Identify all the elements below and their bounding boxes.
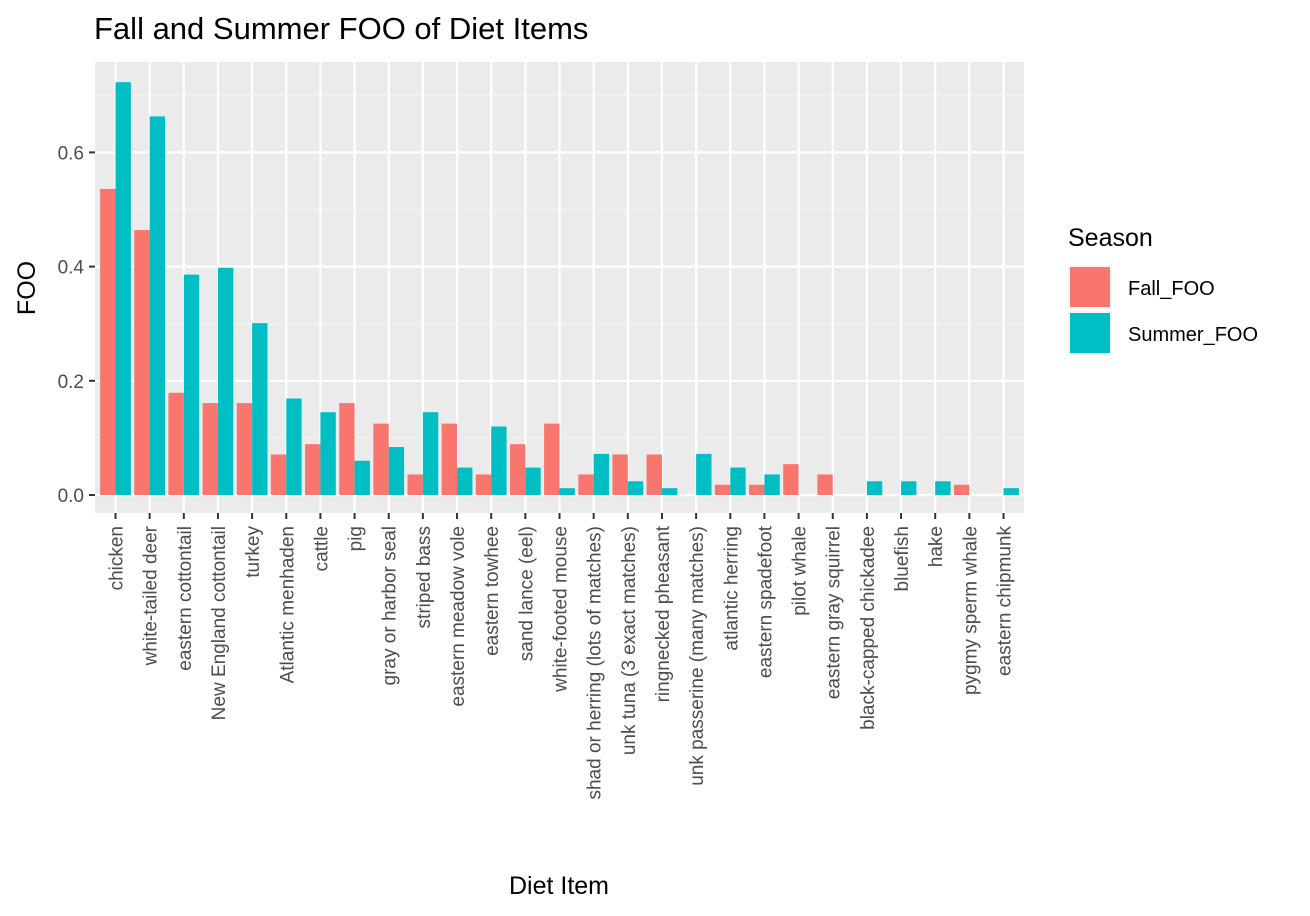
bar-fall-foo: New England cottontail — Fall_FOO: 0.161 [202, 403, 218, 495]
bar-summer-foo: eastern chipmunk — Summer_FOO: 0.012 [1003, 488, 1019, 495]
bar-summer-foo: bluefish — Summer_FOO: 0.024 [901, 481, 917, 495]
bars: chicken — Fall_FOO: 0.536chicken — Summe… [100, 82, 1019, 496]
bar-fall-foo: turkey — Fall_FOO: 0.161 [236, 403, 253, 495]
bar-fall-foo: pig — Fall_FOO: 0.161 [339, 403, 355, 495]
x-tick-label: New England cottontail [209, 526, 230, 720]
x-tick-label: bluefish [892, 526, 913, 592]
x-axis-title: Diet Item [509, 872, 609, 900]
x-tick-label: white-footed mouse [551, 526, 572, 693]
y-tick-label: 0.4 [58, 258, 85, 279]
bar-fall-foo: sand lance (eel) — Fall_FOO: 0.089 [509, 444, 526, 495]
x-tick-label: unk tuna (3 exact matches) [619, 526, 640, 755]
bar-summer-foo: Atlantic menhaden — Summer_FOO: 0.169 [286, 398, 302, 495]
x-tick-label: ringnecked pheasant [653, 525, 674, 702]
bar-summer-foo: hake — Summer_FOO: 0.024 [935, 481, 951, 495]
bar-summer-foo: New England cottontail — Summer_FOO: 0.3… [217, 267, 234, 495]
bar-summer-foo: striped bass — Summer_FOO: 0.145 [422, 412, 439, 495]
y-tick-label: 0.6 [58, 143, 84, 164]
y-tick-label: 0.0 [58, 486, 84, 507]
x-tick-label: pygmy sperm whale [960, 526, 981, 695]
x-tick-label: eastern chipmunk [995, 526, 1016, 676]
x-tick-label: unk passerine (many matches) [687, 526, 708, 786]
bar-summer-foo: pig — Summer_FOO: 0.06 [354, 460, 370, 495]
bar-fall-foo: unk tuna (3 exact matches) — Fall_FOO: 0… [612, 454, 628, 495]
bar-fall-foo: eastern gray squirrel — Fall_FOO: 0.036 [817, 474, 833, 495]
bar-summer-foo: ringnecked pheasant — Summer_FOO: 0.012 [661, 488, 678, 495]
bar-fall-foo: eastern cottontail — Fall_FOO: 0.179 [168, 392, 184, 495]
x-tick-label: sand lance (eel) [516, 526, 537, 661]
legend-label: Fall_FOO [1128, 278, 1215, 300]
bar-fall-foo: atlantic herring — Fall_FOO: 0.018 [714, 484, 731, 495]
y-tick-label: 0.2 [58, 372, 84, 393]
x-tick-label: eastern towhee [482, 526, 503, 656]
bar-fall-foo: Atlantic menhaden — Fall_FOO: 0.071 [270, 454, 287, 495]
x-tick-label: shad or herring (lots of matches) [585, 526, 606, 800]
chart-title: Fall and Summer FOO of Diet Items [94, 11, 588, 46]
x-tick-label: pig [346, 526, 367, 551]
bar-summer-foo: turkey — Summer_FOO: 0.301 [252, 323, 268, 495]
legend-swatch [1070, 267, 1110, 307]
legend-label: Summer_FOO [1128, 324, 1258, 346]
bar-fall-foo: cattle — Fall_FOO: 0.089 [305, 444, 321, 495]
bar-summer-foo: black-capped chickadee — Summer_FOO: 0.0… [866, 481, 883, 495]
legend: Season Fall_FOO Summer_FOO [1068, 224, 1258, 355]
x-tick-label: eastern cottontail [175, 526, 196, 671]
legend-swatch [1070, 313, 1110, 353]
bar-summer-foo: cattle — Summer_FOO: 0.145 [320, 412, 336, 495]
bar-summer-foo: white-footed mouse — Summer_FOO: 0.012 [559, 488, 575, 495]
legend-title: Season [1068, 224, 1153, 252]
x-tick-label: eastern spadefoot [755, 525, 776, 678]
y-axis-title: FOO [13, 261, 41, 315]
bar-summer-foo: white-tailed deer — Summer_FOO: 0.663 [149, 116, 166, 495]
bar-fall-foo: eastern meadow vole — Fall_FOO: 0.125 [441, 423, 458, 495]
y-axis: 0.0 0.2 0.4 0.6 [58, 143, 95, 507]
bar-fall-foo: shad or herring (lots of matches) — Fall… [578, 474, 594, 495]
bar-summer-foo: gray or harbor seal — Summer_FOO: 0.084 [388, 447, 405, 495]
bar-summer-foo: sand lance (eel) — Summer_FOO: 0.048 [525, 467, 541, 495]
x-tick-label: hake [926, 526, 947, 567]
x-tick-label: atlantic herring [721, 526, 742, 651]
bar-summer-foo: eastern meadow vole — Summer_FOO: 0.048 [457, 467, 473, 495]
bar-summer-foo: shad or herring (lots of matches) — Summ… [593, 453, 610, 495]
bar-summer-foo: eastern towhee — Summer_FOO: 0.12 [491, 426, 507, 495]
bar-fall-foo: eastern spadefoot — Fall_FOO: 0.018 [749, 484, 765, 495]
bar-fall-foo: ringnecked pheasant — Fall_FOO: 0.071 [646, 454, 662, 495]
x-tick-label: white-tailed deer [141, 525, 162, 666]
bar-summer-foo: atlantic herring — Summer_FOO: 0.048 [730, 467, 746, 495]
x-tick-label: cattle [311, 526, 332, 571]
x-tick-label: turkey [243, 526, 264, 578]
x-axis: chicken white-tailed deer eastern cottonta… [106, 513, 1016, 800]
bar-fall-foo: striped bass — Fall_FOO: 0.036 [407, 474, 423, 495]
bar-fall-foo: chicken — Fall_FOO: 0.536 [100, 188, 116, 495]
bar-fall-foo: gray or harbor seal — Fall_FOO: 0.125 [373, 423, 389, 495]
bar-fall-foo: white-tailed deer — Fall_FOO: 0.464 [134, 230, 150, 495]
bar-summer-foo: eastern spadefoot — Summer_FOO: 0.036 [764, 474, 780, 495]
x-tick-label: black-capped chickadee [858, 526, 879, 730]
x-tick-label: chicken [106, 526, 127, 590]
x-tick-label: gray or harbor seal [380, 526, 401, 685]
bar-fall-foo: pygmy sperm whale — Fall_FOO: 0.018 [953, 484, 970, 495]
x-tick-label: striped bass [414, 526, 435, 628]
bar-fall-foo: white-footed mouse — Fall_FOO: 0.125 [544, 423, 560, 495]
bar-summer-foo: eastern cottontail — Summer_FOO: 0.386 [183, 274, 200, 495]
bar-fall-foo: pilot whale — Fall_FOO: 0.054 [783, 464, 799, 495]
x-tick-label: Atlantic menhaden [277, 526, 298, 683]
x-tick-label: pilot whale [790, 526, 811, 616]
bar-fall-foo: eastern towhee — Fall_FOO: 0.036 [475, 474, 492, 495]
x-tick-label: eastern gray squirrel [824, 526, 845, 699]
bar-summer-foo: unk tuna (3 exact matches) — Summer_FOO:… [627, 481, 644, 495]
bar-summer-foo: chicken — Summer_FOO: 0.723 [115, 82, 131, 496]
bar-summer-foo: unk passerine (many matches) — Summer_FO… [696, 453, 712, 495]
x-tick-label: eastern meadow vole [448, 526, 469, 707]
